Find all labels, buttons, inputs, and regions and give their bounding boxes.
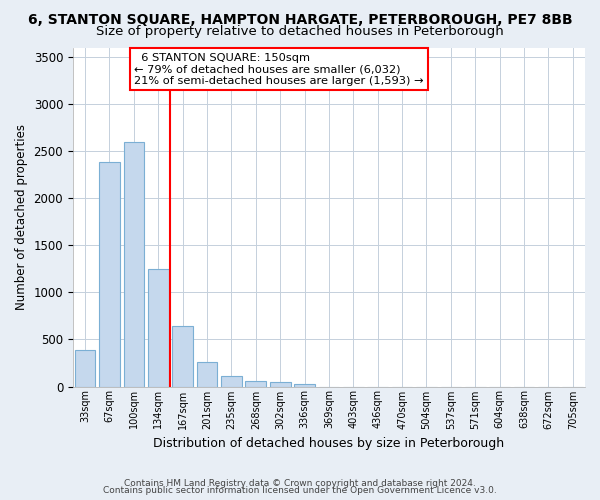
Text: 6, STANTON SQUARE, HAMPTON HARGATE, PETERBOROUGH, PE7 8BB: 6, STANTON SQUARE, HAMPTON HARGATE, PETE…: [28, 12, 572, 26]
Bar: [221, 376, 242, 386]
Bar: [99, 162, 120, 386]
Bar: [294, 384, 315, 386]
Bar: [148, 269, 169, 386]
Text: Size of property relative to detached houses in Peterborough: Size of property relative to detached ho…: [96, 25, 504, 38]
Bar: [124, 142, 144, 386]
Bar: [197, 362, 217, 386]
Bar: [245, 382, 266, 386]
Y-axis label: Number of detached properties: Number of detached properties: [15, 124, 28, 310]
Bar: [270, 382, 290, 386]
Text: 6 STANTON SQUARE: 150sqm  
← 79% of detached houses are smaller (6,032)
21% of s: 6 STANTON SQUARE: 150sqm ← 79% of detach…: [134, 52, 424, 86]
Text: Contains HM Land Registry data © Crown copyright and database right 2024.: Contains HM Land Registry data © Crown c…: [124, 478, 476, 488]
Bar: [75, 350, 95, 387]
Bar: [172, 326, 193, 386]
X-axis label: Distribution of detached houses by size in Peterborough: Distribution of detached houses by size …: [154, 437, 505, 450]
Text: Contains public sector information licensed under the Open Government Licence v3: Contains public sector information licen…: [103, 486, 497, 495]
